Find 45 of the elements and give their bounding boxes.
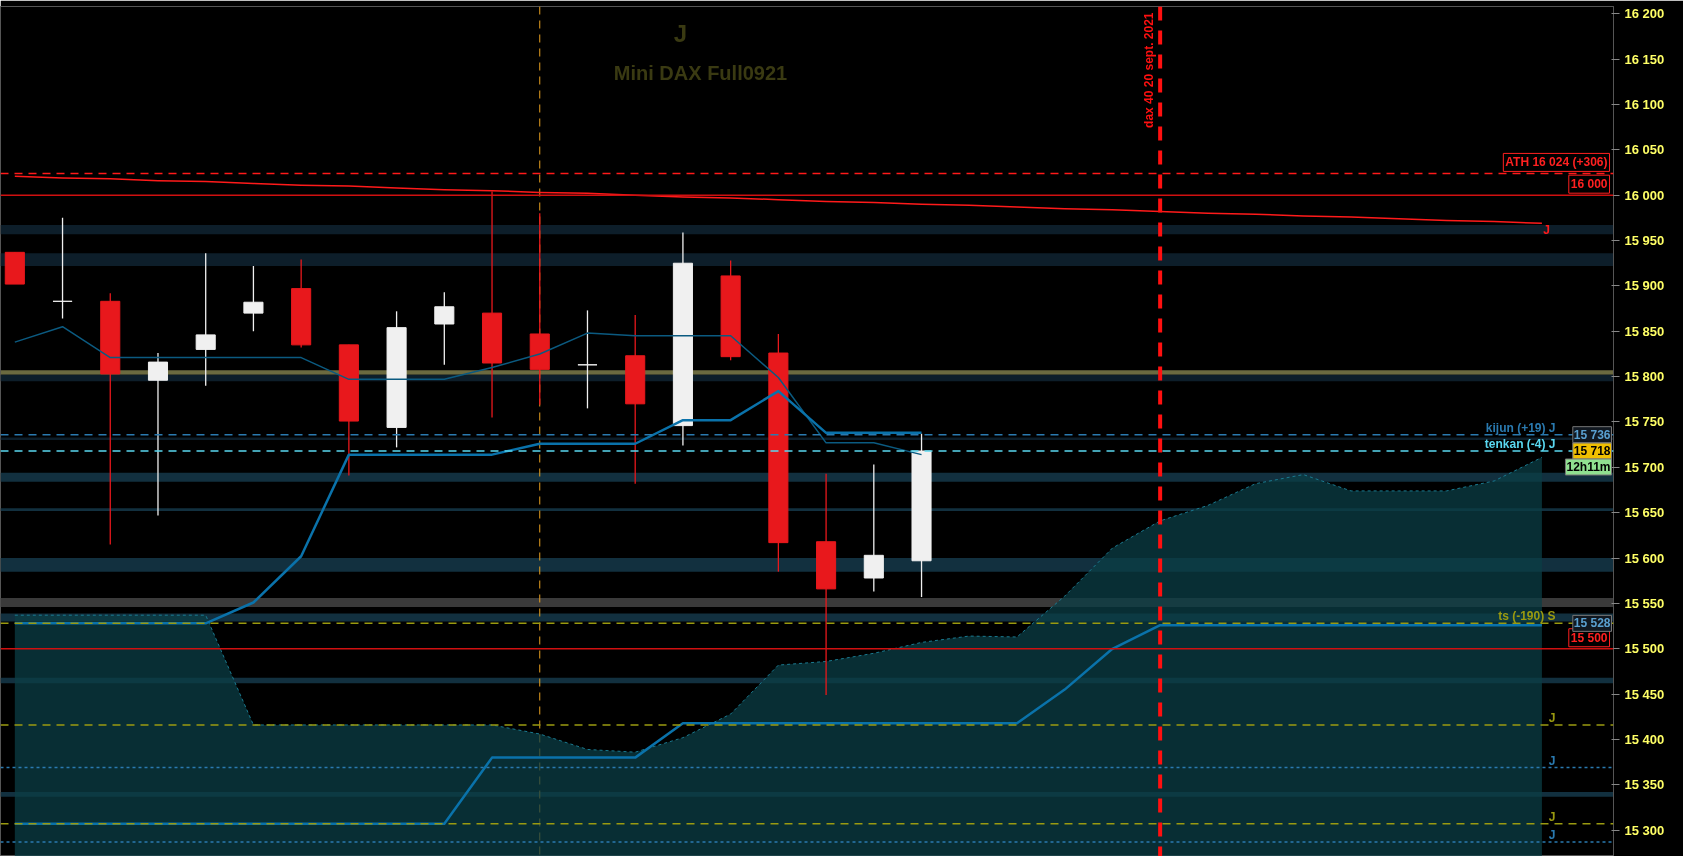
ref-line-label: J (1548, 827, 1556, 842)
y-tick-label: 15 650 (1624, 505, 1665, 521)
y-tick-label: 15 600 (1624, 550, 1665, 566)
y-tick-label: 15 400 (1624, 731, 1665, 747)
y-tick-label: 16 150 (1624, 51, 1665, 67)
y-tick-label: 15 950 (1624, 233, 1665, 249)
candlestick (52, 217, 73, 320)
y-tick-label: 15 900 (1624, 278, 1665, 294)
y-tick-label: 16 000 (1624, 187, 1665, 203)
y-tick-label: 15 300 (1624, 822, 1665, 838)
candlestick (577, 309, 598, 410)
candlestick (147, 352, 169, 517)
ref-line-label: J (1548, 753, 1556, 768)
ref-line-label: 16 000 (1570, 177, 1608, 192)
y-tick-label: 15 500 (1624, 641, 1665, 657)
series-label: J (1543, 223, 1550, 238)
y-tick-label: 15 450 (1624, 686, 1665, 702)
y-tick-label: 15 700 (1624, 459, 1665, 475)
annotation: 15 718 (1573, 444, 1611, 458)
ref-line-label: tenkan (-4) J (1484, 437, 1556, 451)
y-tick-label: 16 100 (1624, 96, 1665, 112)
text: 12h11m (1566, 460, 1611, 474)
text: J (673, 19, 688, 47)
y-tick-label: 15 550 (1624, 595, 1665, 611)
ref-line-label: J (1548, 809, 1556, 824)
annotation: 15 528 (1573, 616, 1611, 631)
ref-line-label: ts (-190) S (1498, 609, 1556, 624)
y-tick-label: 15 800 (1624, 369, 1665, 385)
candlestick (195, 252, 216, 387)
candlestick (243, 265, 264, 332)
ref-line-label: 15 500 (1570, 630, 1608, 645)
ref-line-label: kijun (+19) J (1485, 420, 1556, 435)
text: Mini DAX Full0921 (613, 61, 788, 84)
y-tick-label: 16 050 (1624, 142, 1665, 158)
candlestick (863, 463, 884, 593)
y-tick-label: 15 350 (1624, 777, 1665, 793)
line-series (14, 325, 923, 456)
ref-line-label: ATH 16 024 (+306) (1505, 155, 1608, 170)
annotation: 15 736 (1573, 427, 1611, 442)
y-tick-label: 15 750 (1624, 414, 1665, 430)
candlestick (434, 291, 455, 366)
ref-line-label: J (1548, 710, 1556, 725)
y-tick-label: 16 200 (1624, 6, 1665, 22)
y-tick-label: 15 850 (1624, 323, 1665, 339)
annotation: dax 40 20 sept. 2021 (1142, 12, 1157, 128)
